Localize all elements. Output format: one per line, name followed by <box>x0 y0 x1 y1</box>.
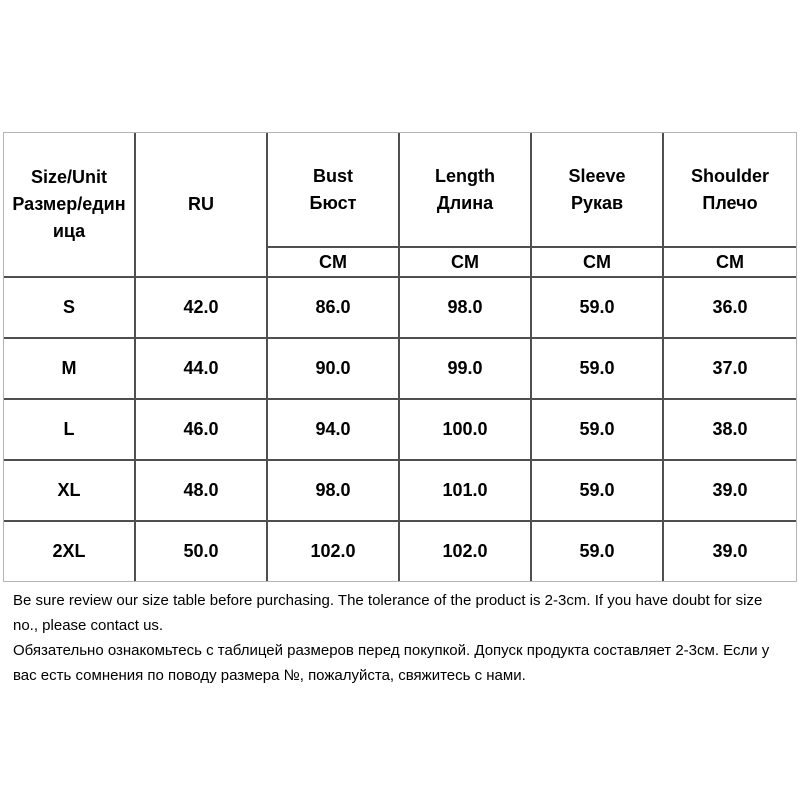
value-cell: 86.0 <box>268 278 400 339</box>
unit-cell-length: CM <box>400 248 532 278</box>
header-sleeve-en: Sleeve <box>568 165 626 186</box>
header-size-unit: Size/Unit Размер/единица <box>4 133 136 278</box>
value-cell: 102.0 <box>268 522 400 581</box>
size-table: Size/Unit Размер/единица RU Bust Бюст Le… <box>3 132 797 582</box>
value-cell: 38.0 <box>664 400 796 461</box>
header-sleeve-ru: Рукав <box>570 192 624 213</box>
header-ru: RU <box>136 133 268 278</box>
header-length-ru: Длина <box>436 192 494 213</box>
size-cell: XL <box>4 461 136 522</box>
header-size-unit-ru: Размер/единица <box>12 194 126 241</box>
unit-cell-sleeve: CM <box>532 248 664 278</box>
value-cell: 98.0 <box>268 461 400 522</box>
table-row: S 42.0 86.0 98.0 59.0 36.0 <box>4 278 796 339</box>
value-cell: 42.0 <box>136 278 268 339</box>
value-cell: 37.0 <box>664 339 796 400</box>
header-bust: Bust Бюст <box>268 133 400 248</box>
size-table-body: S 42.0 86.0 98.0 59.0 36.0 M 44.0 90.0 99.0 59.0 37… <box>4 278 796 581</box>
note-en: Be sure review our size table before pur… <box>13 592 763 634</box>
unit-cell-bust: CM <box>268 248 400 278</box>
header-shoulder-ru: Плечо <box>702 192 758 213</box>
size-cell: 2XL <box>4 522 136 581</box>
unit-cell-shoulder: CM <box>664 248 796 278</box>
size-cell: M <box>4 339 136 400</box>
value-cell: 59.0 <box>532 278 664 339</box>
notes: Be sure review our size table before pur… <box>3 582 797 688</box>
value-cell: 100.0 <box>400 400 532 461</box>
table-row: M 44.0 90.0 99.0 59.0 37.0 <box>4 339 796 400</box>
value-cell: 101.0 <box>400 461 532 522</box>
header-length: Length Длина <box>400 133 532 248</box>
value-cell: 59.0 <box>532 339 664 400</box>
size-cell: S <box>4 278 136 339</box>
value-cell: 50.0 <box>136 522 268 581</box>
value-cell: 39.0 <box>712 541 748 561</box>
header-row: Size/Unit Размер/единица RU Bust Бюст Le… <box>4 133 796 278</box>
value-cell: 98.0 <box>400 278 532 339</box>
table-row: XL 48.0 98.0 101.0 59.0 39.0 <box>4 461 796 522</box>
header-length-en: Length <box>435 165 495 186</box>
header-size-unit-en: Size/Unit <box>30 167 107 187</box>
header-shoulder: Shoulder Плечо <box>664 133 796 248</box>
size-cell: L <box>4 400 136 461</box>
value-cell: 39.0 <box>664 461 796 522</box>
value-cell: 94.0 <box>268 400 400 461</box>
unit-row: CM CM CM CM <box>4 248 796 278</box>
value-cell: 46.0 <box>136 400 268 461</box>
table-row: L 46.0 94.0 100.0 59.0 38.0 <box>4 400 796 461</box>
size-table-container: Size/Unit Размер/единица RU Bust Бюст Le… <box>3 132 797 688</box>
value-cell: 48.0 <box>136 461 268 522</box>
value-cell: 59.0 <box>532 522 664 581</box>
value-cell: 59.0 <box>532 461 664 522</box>
header-shoulder-en: Shoulder <box>690 165 769 186</box>
header-ru-label: RU <box>188 194 214 214</box>
value-cell: 36.0 <box>664 278 796 339</box>
value-cell: 44.0 <box>136 339 268 400</box>
value-cell: 90.0 <box>268 339 400 400</box>
value-cell: 59.0 <box>532 400 664 461</box>
note-ru: Обязательно ознакомьтесь с таблицей разм… <box>13 642 770 684</box>
header-sleeve: Sleeve Рукав <box>532 133 664 248</box>
value-cell: 102.0 <box>400 522 532 581</box>
value-cell: 99.0 <box>400 339 532 400</box>
table-row: 2XL 50.0 102.0 102.0 59.0 39.0 <box>4 522 796 581</box>
header-bust-ru: Бюст <box>309 192 357 213</box>
header-bust-en: Bust <box>313 165 353 186</box>
